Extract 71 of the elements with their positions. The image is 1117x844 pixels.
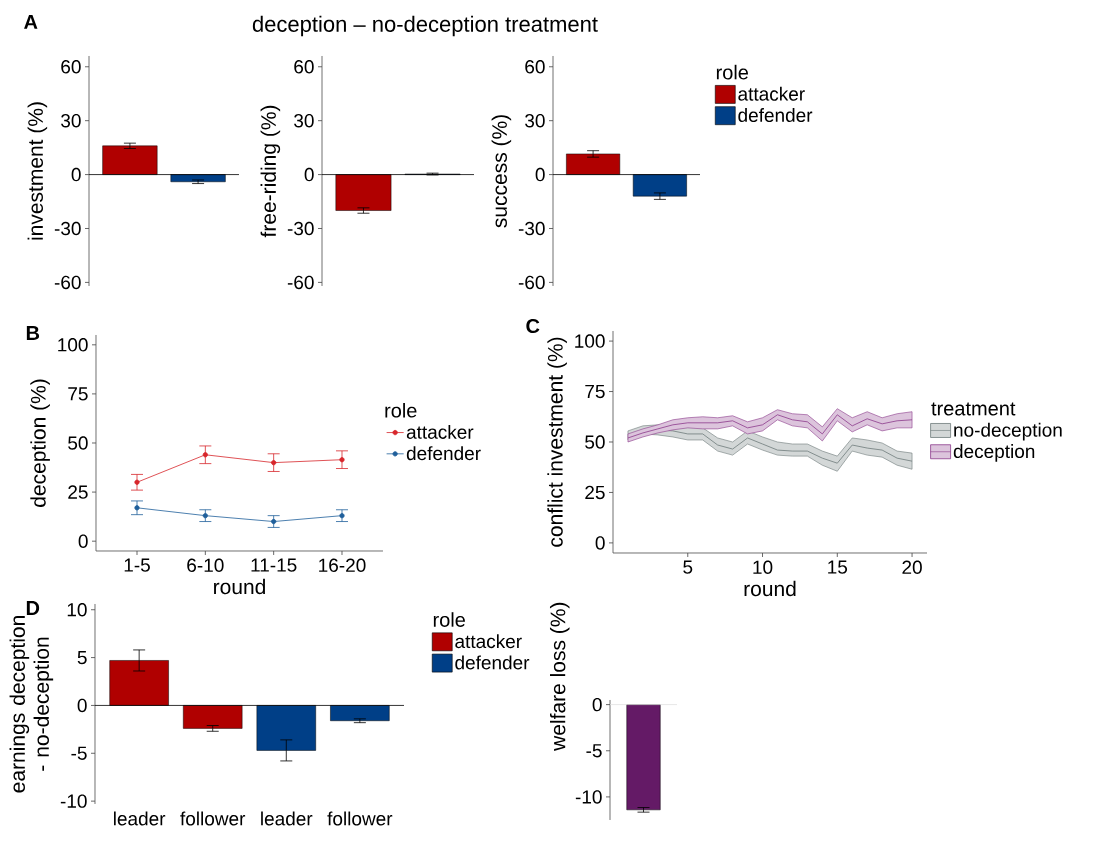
- legend-title: role: [385, 402, 417, 418]
- legend-label: defender: [406, 446, 481, 461]
- x-tick-label: follower: [180, 811, 246, 826]
- legend-label: defender: [738, 108, 813, 123]
- y-axis-title: success (%): [491, 115, 512, 228]
- y-tick-label: 100: [58, 338, 88, 352]
- y-tick-label: 0: [78, 534, 88, 548]
- x-tick-label: follower: [327, 811, 393, 826]
- x-tick-label: 6-10: [187, 558, 224, 572]
- y-tick-label: 0: [77, 698, 87, 713]
- y-tick-label: 25: [585, 485, 605, 500]
- y-tick-label: 30: [525, 113, 545, 128]
- legend-title: treatment: [931, 402, 1016, 416]
- y-tick-label: 5: [77, 650, 87, 665]
- y-tick-label: -10: [575, 790, 602, 804]
- y-tick-label: 60: [525, 60, 545, 74]
- y-axis-title: welfare loss (%): [549, 602, 570, 751]
- x-axis-title: round: [744, 580, 796, 597]
- y-tick-label: 60: [294, 60, 314, 74]
- legend-label: attacker: [455, 634, 522, 649]
- legend-label: defender: [455, 655, 530, 670]
- x-tick-label: leader: [114, 811, 166, 826]
- y-tick-label: 50: [68, 436, 88, 450]
- y-axis-title: investment (%): [27, 102, 48, 240]
- text: B: [26, 326, 40, 340]
- y-tick-label: 0: [71, 167, 81, 182]
- x-tick-label: 10: [753, 560, 773, 574]
- y-tick-label: -10: [60, 794, 87, 808]
- y-tick-label: 50: [585, 435, 605, 449]
- y-tick-label: 30: [61, 113, 81, 128]
- legend-label: attacker: [738, 86, 805, 101]
- y-axis-title: free-riding (%): [260, 105, 281, 238]
- y-tick-label: -60: [518, 275, 545, 290]
- x-tick-label: 11-15: [251, 558, 297, 572]
- y-tick-label: -30: [518, 221, 545, 236]
- x-tick-label: 1-5: [124, 558, 150, 572]
- y-tick-label: 75: [585, 384, 605, 399]
- y-tick-label: -5: [586, 744, 602, 758]
- y-tick-label: 0: [304, 167, 314, 182]
- y-tick-label: 75: [68, 387, 88, 401]
- legend-label: attacker: [406, 424, 474, 439]
- y-tick-label: -30: [287, 221, 314, 236]
- x-tick-label: leader: [261, 811, 313, 826]
- legend-label: deception: [953, 444, 1035, 462]
- y-tick-label: 30: [294, 113, 314, 128]
- y-tick-label: -30: [54, 221, 81, 236]
- y-tick-label: 100: [575, 334, 605, 348]
- x-tick-label: 5: [683, 560, 693, 574]
- text: D: [26, 601, 40, 615]
- x-tick-label: 16-20: [319, 558, 366, 572]
- legend-title: role: [716, 64, 749, 80]
- x-tick-label: 15: [828, 560, 848, 574]
- legend-label: no-deception: [954, 422, 1062, 441]
- text: A: [24, 15, 38, 29]
- text: deception – no-deception treatment: [252, 15, 598, 37]
- y-tick-label: 10: [67, 603, 87, 617]
- y-tick-label: 0: [592, 697, 602, 712]
- y-axis-title: earnings deception - no-deception: [9, 616, 54, 793]
- y-axis-title: conflict investment (%): [547, 337, 567, 547]
- y-axis-title: deception (%): [30, 379, 50, 507]
- y-tick-label: -60: [54, 275, 81, 290]
- y-tick-label: 60: [61, 60, 81, 74]
- x-axis-title: round: [214, 578, 265, 595]
- y-tick-label: 0: [595, 536, 605, 550]
- y-tick-label: -60: [287, 275, 314, 290]
- y-tick-label: 25: [68, 485, 88, 499]
- y-tick-label: -5: [71, 746, 87, 760]
- y-tick-label: 0: [535, 167, 545, 182]
- text: C: [526, 318, 540, 334]
- legend-title: role: [433, 612, 465, 627]
- x-tick-label: 20: [902, 560, 922, 574]
